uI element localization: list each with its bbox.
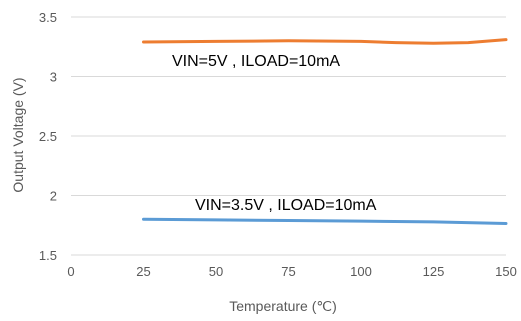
y-tick-label: 2.5 (39, 129, 57, 144)
annotation-vin-3-5v: VIN=3.5V , ILOAD=10mA (195, 197, 377, 214)
x-tick-labels: 0 25 50 75 100 125 150 (67, 264, 516, 279)
y-tick-labels: 1.5 2 2.5 3 3.5 (39, 10, 57, 263)
annotation-vin-5v: VIN=5V , ILOAD=10mA (172, 53, 340, 70)
gridlines (71, 16, 506, 256)
x-tick-label: 125 (423, 264, 445, 279)
series-line-0 (142, 38, 508, 45)
x-tick-label: 25 (136, 264, 150, 279)
series-line-1 (142, 217, 508, 225)
y-tick-label: 2 (50, 189, 57, 204)
x-tick-label: 100 (350, 264, 372, 279)
x-tick-label: 0 (67, 264, 74, 279)
y-tick-label: 3.5 (39, 10, 57, 25)
y-axis-title: Output Voltage (V) (10, 77, 26, 192)
x-tick-label: 75 (281, 264, 295, 279)
series-lines (142, 38, 508, 225)
y-tick-label: 1.5 (39, 248, 57, 263)
x-tick-label: 50 (209, 264, 223, 279)
y-tick-label: 3 (50, 70, 57, 85)
x-axis-title: Temperature (℃) (229, 298, 337, 314)
x-tick-label: 150 (495, 264, 517, 279)
